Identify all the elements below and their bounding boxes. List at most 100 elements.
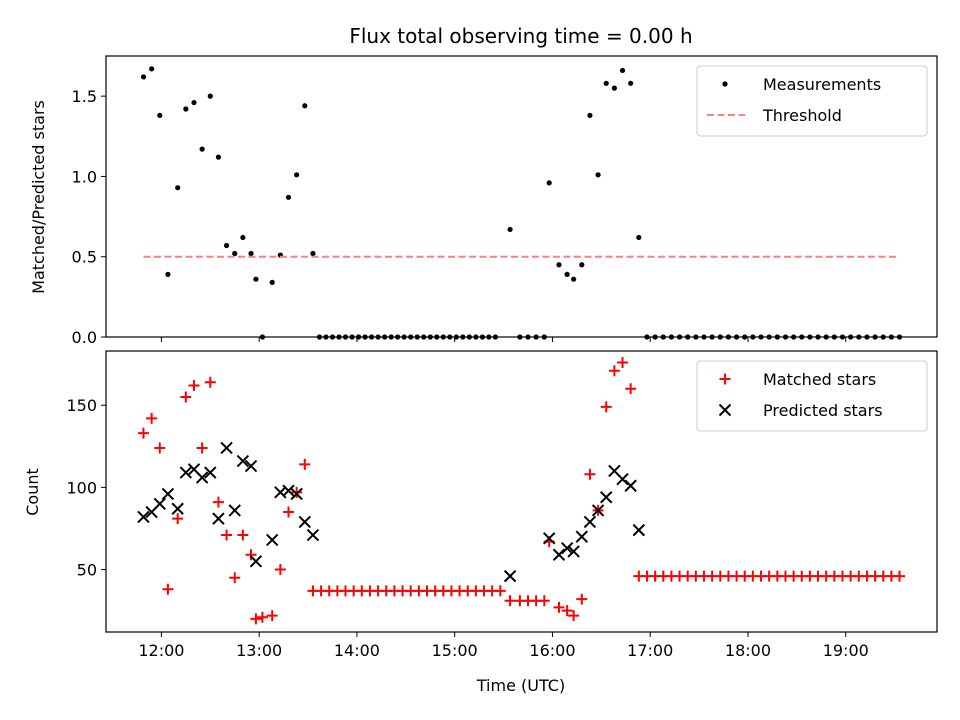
matched-stars-point xyxy=(137,427,149,439)
predicted-stars-point xyxy=(560,541,574,555)
matched-stars-point xyxy=(237,529,249,541)
measurement-point xyxy=(285,194,292,200)
y-tick-label: 0.5 xyxy=(72,248,97,267)
matched-stars-point xyxy=(162,583,174,595)
predicted-stars-point xyxy=(552,548,566,561)
y-tick-label: 150 xyxy=(66,396,97,415)
predicted-stars-point xyxy=(583,515,597,529)
matched-stars-point xyxy=(229,572,241,584)
measurement-point xyxy=(595,172,601,178)
legend-label: Predicted stars xyxy=(763,401,883,420)
matched-stars-point xyxy=(553,601,565,613)
ratio-panel-frame xyxy=(105,55,938,338)
legend-predicted-swatch xyxy=(718,403,732,417)
matched-stars-point xyxy=(282,506,294,518)
x-tick-label: 18:00 xyxy=(725,641,771,660)
series xyxy=(137,357,906,625)
legend-matched-swatch xyxy=(719,373,731,385)
x-tick-label: 17:00 xyxy=(627,641,673,660)
measurement-point xyxy=(587,112,593,119)
measurement-point xyxy=(253,276,259,282)
predicted-stars-point xyxy=(282,484,295,497)
measurement-point xyxy=(546,180,552,186)
predicted-stars-point xyxy=(204,466,217,479)
count-panel-ticks: 12:00 13:00 14:00 15:00 16:00 17:00 18:00 19:00… xyxy=(66,396,868,660)
measurement-point xyxy=(191,99,197,106)
predicted-stars-point xyxy=(228,504,241,517)
predicted-stars-point xyxy=(212,512,225,525)
measurement-point xyxy=(579,262,585,268)
matched-stars-point xyxy=(154,442,166,454)
matched-stars-point xyxy=(204,376,216,388)
matched-stars-point xyxy=(221,529,233,541)
legend-measurement-swatch xyxy=(722,81,728,87)
matched-stars-point xyxy=(245,549,257,561)
x-tick-label: 13:00 xyxy=(236,641,282,660)
ratio-panel: Flux total observing time = 0.00 h 0.00.… xyxy=(29,24,938,347)
matched-stars-point xyxy=(180,391,192,403)
predicted-stars-point xyxy=(249,555,263,568)
count-panel-frame xyxy=(105,350,938,633)
y-tick-label: 50 xyxy=(77,561,97,580)
matched-stars-point xyxy=(584,468,596,480)
measurement-point xyxy=(157,112,163,119)
measurement-point xyxy=(507,226,513,233)
matched-stars-point xyxy=(894,570,906,582)
predicted-stars-point xyxy=(591,504,605,517)
measurement-point xyxy=(571,276,577,282)
measurement-point xyxy=(302,103,308,109)
matched-stars-point xyxy=(299,458,311,470)
measurement-point xyxy=(269,279,275,286)
chart-title: Flux total observing time = 0.00 h xyxy=(349,24,692,48)
measurement-point xyxy=(294,172,300,178)
predicted-stars-point xyxy=(616,472,629,486)
predicted-stars-point xyxy=(161,487,175,501)
series xyxy=(140,66,903,340)
predicted-stars-point xyxy=(236,454,250,468)
measurement-point xyxy=(636,234,642,241)
matched-stars-point xyxy=(504,595,516,607)
measurement-point xyxy=(248,250,254,257)
predicted-stars-point xyxy=(575,530,588,543)
y-tick-label: 1.5 xyxy=(72,87,97,106)
ratio-legend: Measurements Threshold xyxy=(696,65,928,137)
matched-stars-point xyxy=(291,486,303,498)
measurement-point xyxy=(199,146,205,152)
predicted-stars-point xyxy=(137,510,150,524)
measurement-point xyxy=(207,93,213,99)
predicted-stars-point xyxy=(600,491,613,504)
x-tick-label: 12:00 xyxy=(138,641,184,660)
matched-stars-point xyxy=(568,610,580,622)
predicted-stars-point xyxy=(171,502,184,515)
measurement-point xyxy=(175,185,181,191)
predicted-stars-point xyxy=(153,497,166,511)
count-y-axis-label: Count xyxy=(23,468,42,516)
measurement-point xyxy=(603,80,609,86)
matched-stars-point xyxy=(538,595,550,607)
matched-stars-point xyxy=(256,611,268,623)
count-legend: Matched stars Predicted stars xyxy=(696,360,928,432)
predicted-stars-point xyxy=(306,528,320,542)
x-tick-label: 15:00 xyxy=(432,641,478,660)
matched-stars-point xyxy=(212,496,224,508)
matched-stars-point xyxy=(172,513,184,525)
predicted-stars-point xyxy=(195,471,209,484)
count-panel: 12:00 13:00 14:00 15:00 16:00 17:00 18:00 19:00… xyxy=(23,350,938,695)
ratio-y-axis-label: Matched/Predicted stars xyxy=(29,100,48,294)
measurement-point xyxy=(628,80,634,86)
measurement-point xyxy=(564,271,570,277)
measurement-point xyxy=(183,106,189,112)
matched-stars-point xyxy=(625,383,637,395)
measurement-point xyxy=(619,67,626,74)
predicted-stars-point xyxy=(290,487,303,501)
measurement-point xyxy=(310,250,316,257)
predicted-stars-point xyxy=(220,441,233,455)
matched-stars-point xyxy=(608,365,620,377)
predicted-stars-point xyxy=(542,532,556,545)
measurement-point xyxy=(223,242,230,249)
matched-stars-point xyxy=(561,605,573,617)
matched-stars-point xyxy=(274,564,286,576)
count-x-axis-label: Time (UTC) xyxy=(476,676,565,695)
x-tick-label: 16:00 xyxy=(529,641,575,660)
